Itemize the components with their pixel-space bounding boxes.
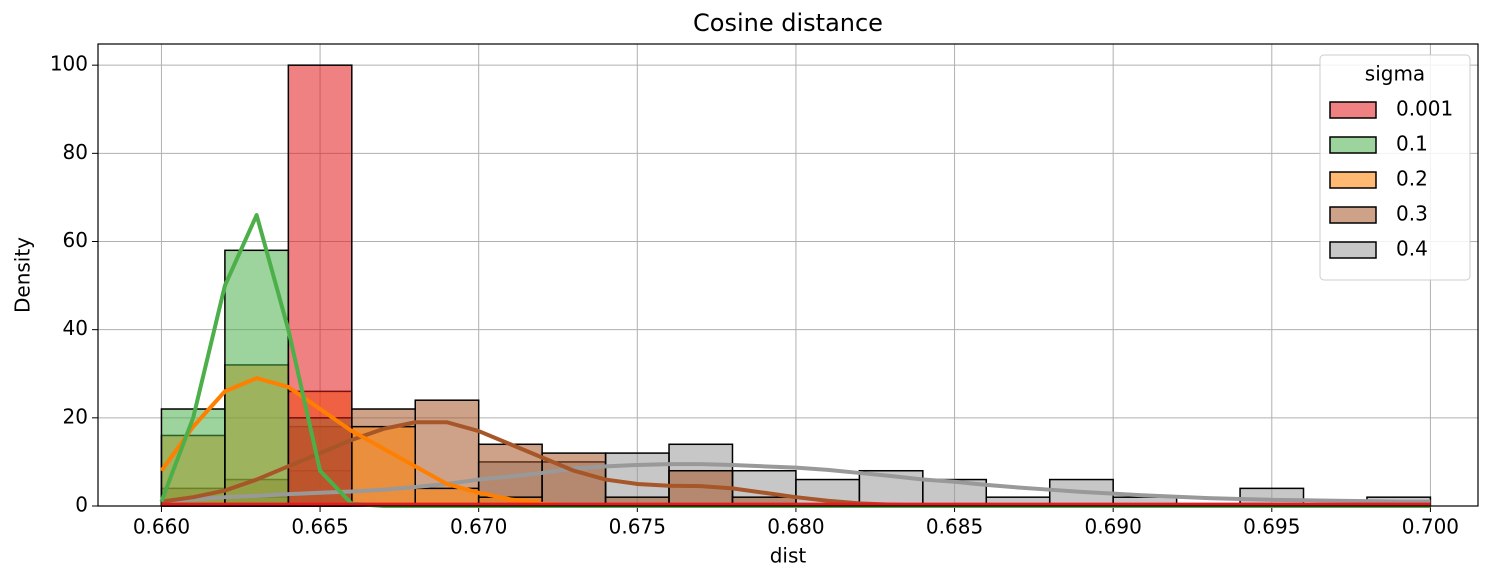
x-tick-label: 0.665 <box>291 515 348 539</box>
legend-label: 0.1 <box>1396 132 1428 156</box>
legend-label: 0.2 <box>1396 167 1428 191</box>
x-tick-label: 0.675 <box>609 515 666 539</box>
y-tick-label: 40 <box>63 316 88 340</box>
x-tick-label: 0.700 <box>1402 515 1459 539</box>
x-tick-label: 0.695 <box>1243 515 1300 539</box>
x-tick-label: 0.690 <box>1085 515 1142 539</box>
legend-swatch <box>1329 136 1377 154</box>
legend-label: 0.001 <box>1396 97 1453 121</box>
legend-swatch <box>1329 241 1377 259</box>
legend-title: sigma <box>1365 62 1425 86</box>
legend-label: 0.3 <box>1396 202 1428 226</box>
y-tick-label: 80 <box>63 140 88 164</box>
kde-line <box>161 462 1431 504</box>
x-tick-label: 0.685 <box>926 515 983 539</box>
plot-frame <box>97 43 1479 507</box>
legend-swatch <box>1329 206 1377 224</box>
y-tick-label: 0 <box>75 493 88 517</box>
legend-label: 0.4 <box>1396 237 1428 261</box>
x-tick-label: 0.680 <box>767 515 824 539</box>
legend-swatch <box>1329 101 1377 119</box>
x-tick-label: 0.670 <box>450 515 507 539</box>
legend-swatch <box>1329 171 1377 189</box>
chart-title: Cosine distance <box>693 9 883 37</box>
y-axis-label: Density <box>11 237 35 313</box>
y-tick-label: 100 <box>50 52 88 76</box>
histogram-bar <box>287 64 353 507</box>
x-axis-label: dist <box>770 544 807 568</box>
y-tick-label: 20 <box>63 404 88 428</box>
y-tick-label: 60 <box>63 228 88 252</box>
x-tick-label: 0.660 <box>133 515 190 539</box>
